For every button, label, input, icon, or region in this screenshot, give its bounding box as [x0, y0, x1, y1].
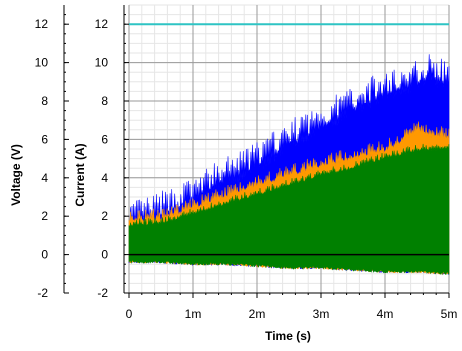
y-tick-label-left: 10 — [35, 56, 49, 70]
y-tick-label-right: 8 — [101, 94, 108, 108]
y-tick-label-left: -2 — [37, 286, 48, 300]
ticks: -2 -2 0 0 2 2 4 4 6 6 8 8 10 10 12 12 0 1m 2m 3m 4m 5m — [35, 14, 458, 321]
x-tick-label: 3m — [313, 307, 330, 321]
x-tick-label: 2m — [249, 307, 266, 321]
series-green-area — [128, 143, 450, 276]
x-axis-label: Time (s) — [265, 329, 311, 343]
y-tick-label-right: 12 — [95, 17, 109, 31]
y-tick-label-right: 6 — [101, 132, 108, 146]
y-tick-label-left: 4 — [41, 171, 48, 185]
x-tick-label: 5m — [441, 307, 458, 321]
y-axis-left-label: Voltage (V) — [9, 144, 23, 206]
x-tick-label: 1m — [185, 307, 202, 321]
x-tick-label: 0 — [126, 307, 133, 321]
y-tick-label-right: 10 — [95, 56, 109, 70]
y-tick-label-left: 6 — [41, 132, 48, 146]
y-tick-label-right: 2 — [101, 209, 108, 223]
y-tick-label-left: 8 — [41, 94, 48, 108]
y-tick-label-left: 2 — [41, 209, 48, 223]
y-tick-label-left: 12 — [35, 17, 49, 31]
y-axis-right-label: Current (A) — [73, 143, 87, 206]
y-tick-label-left: 0 — [41, 248, 48, 262]
x-tick-label: 4m — [377, 307, 394, 321]
y-tick-label-right: 4 — [101, 171, 108, 185]
y-tick-label-right: -2 — [97, 286, 108, 300]
series-group — [128, 23, 450, 276]
y-tick-label-right: 0 — [101, 248, 108, 262]
